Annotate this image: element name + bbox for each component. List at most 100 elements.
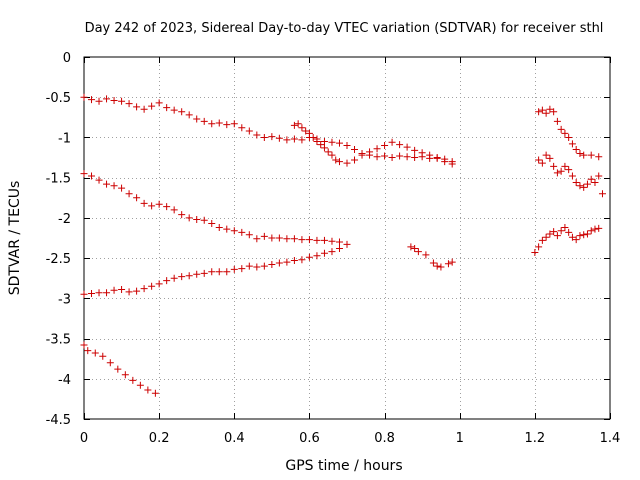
data-point — [572, 236, 580, 244]
data-point — [200, 216, 208, 224]
data-point — [418, 149, 426, 157]
data-point — [546, 105, 554, 113]
y-tick-label: -1.5 — [46, 172, 71, 187]
data-point — [245, 127, 253, 135]
data-point — [275, 234, 283, 242]
data-point — [223, 121, 231, 129]
data-point — [550, 228, 558, 236]
y-tick-label: -4 — [58, 373, 71, 388]
data-point — [185, 111, 193, 119]
data-point — [433, 154, 441, 162]
data-point — [230, 265, 238, 273]
series-arc-6 — [407, 243, 456, 271]
data-point — [125, 100, 133, 108]
series-arc-5 — [80, 341, 159, 397]
data-point — [193, 215, 201, 223]
data-point — [283, 258, 291, 266]
x-tick-label: 1.4 — [600, 431, 621, 446]
data-point — [576, 182, 584, 190]
data-point — [283, 235, 291, 243]
data-point — [388, 154, 396, 162]
y-tick-label: -3 — [58, 292, 71, 307]
data-point — [373, 153, 381, 161]
data-point — [561, 162, 569, 170]
data-point — [565, 166, 573, 174]
series-arc-3 — [80, 170, 343, 246]
data-point — [553, 117, 561, 125]
data-point — [328, 151, 336, 159]
data-point — [215, 224, 223, 232]
x-tick-label: 0.2 — [149, 431, 170, 446]
data-point — [595, 172, 603, 180]
data-point — [595, 153, 603, 161]
data-point — [320, 249, 328, 257]
data-point — [305, 236, 313, 244]
series-arc-4 — [80, 240, 351, 298]
data-point — [531, 248, 539, 256]
data-point — [118, 97, 126, 105]
data-point — [557, 125, 565, 133]
data-point — [170, 274, 178, 282]
x-tick-labels: 0 0.2 0.4 0.6 0.8 1 1.2 1.4 — [80, 431, 620, 446]
data-point — [133, 194, 141, 202]
data-point — [598, 190, 606, 198]
plot-frame — [83, 56, 611, 420]
y-tick-labels: 0 -0.5 -1 -1.5 -2 -2.5 -3 -3.5 -4 -4.5 — [46, 51, 71, 428]
data-point — [298, 136, 306, 144]
data-point — [298, 236, 306, 244]
data-point — [407, 243, 415, 251]
data-point — [238, 265, 246, 273]
data-point — [591, 225, 599, 233]
series-arc-7 — [535, 105, 603, 161]
y-tick-label: -4.5 — [46, 413, 71, 428]
data-point — [591, 178, 599, 186]
data-point — [313, 137, 321, 145]
data-point — [163, 203, 171, 211]
data-point — [260, 232, 268, 240]
data-point — [80, 341, 88, 349]
data-point — [335, 158, 343, 166]
series-arc-8 — [535, 151, 606, 198]
data-point — [351, 156, 359, 164]
grid-lines — [84, 57, 610, 419]
data-point — [215, 268, 223, 276]
data-point — [568, 140, 576, 148]
data-point — [253, 263, 261, 271]
data-point — [441, 158, 449, 166]
data-point — [260, 133, 268, 141]
data-point — [230, 227, 238, 235]
data-point — [542, 151, 550, 159]
data-point — [223, 225, 231, 233]
data-point — [170, 106, 178, 114]
data-point — [595, 224, 603, 232]
data-point — [320, 236, 328, 244]
data-point — [185, 272, 193, 280]
data-point — [313, 252, 321, 260]
data-point — [309, 133, 317, 141]
data-point — [110, 96, 118, 104]
data-point — [335, 238, 343, 246]
data-point — [542, 109, 550, 117]
data-point — [283, 136, 291, 144]
data-point — [328, 248, 336, 256]
chart-title: Day 242 of 2023, Sidereal Day-to-day VTE… — [85, 21, 604, 36]
data-point — [538, 159, 546, 167]
data-point — [84, 347, 92, 355]
data-point — [118, 184, 126, 192]
data-point — [208, 268, 216, 276]
data-point — [565, 228, 573, 236]
data-point — [565, 133, 573, 141]
data-point — [103, 180, 111, 188]
data-point — [437, 263, 445, 271]
data-point — [125, 288, 133, 296]
data-point — [200, 269, 208, 277]
data-point — [422, 251, 430, 259]
data-point — [302, 127, 310, 135]
data-point — [328, 237, 336, 245]
data-point — [140, 199, 148, 207]
data-point — [429, 259, 437, 267]
data-point — [245, 231, 253, 239]
data-point — [320, 137, 328, 145]
data-point — [381, 152, 389, 160]
data-point — [426, 151, 434, 159]
